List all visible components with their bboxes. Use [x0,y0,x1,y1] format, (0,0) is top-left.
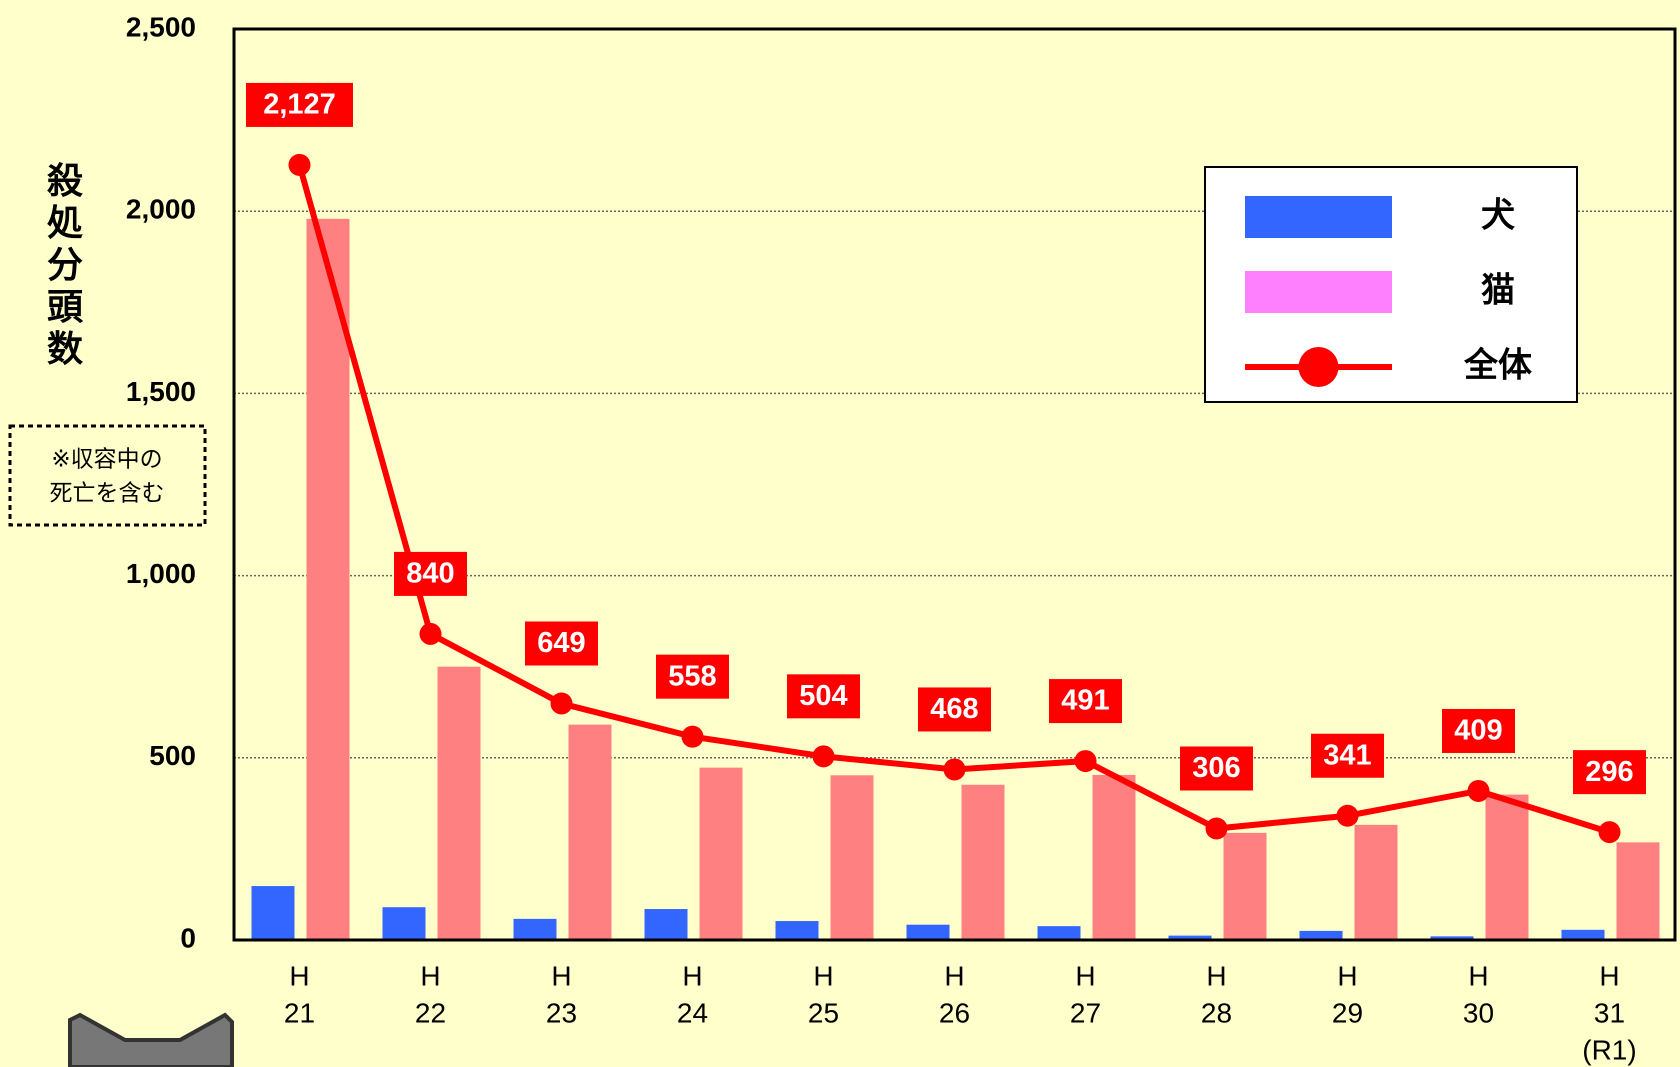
x-tick-label: 22 [415,997,446,1028]
bar [1562,930,1605,940]
point [813,745,835,767]
value-label: 306 [1192,752,1240,784]
y-axis-label-char: 数 [47,329,83,370]
bar [1038,926,1081,940]
y-tick-label: 1,500 [126,376,196,407]
cat-illustration [70,1015,232,1067]
value-label: 840 [406,558,454,590]
point [1599,821,1621,843]
x-tick-label: 23 [546,997,577,1028]
note-line: 死亡を含む [50,481,165,507]
y-axis-label-char: 処 [47,203,83,244]
point [289,154,311,176]
y-tick-label: 500 [149,740,196,771]
x-tick-label: 25 [808,997,839,1028]
bar [907,925,950,940]
legend-label: 全体 [1463,346,1532,386]
y-tick-label: 1,000 [126,558,196,589]
bar [569,725,612,940]
value-label: 468 [930,693,978,725]
point [551,693,573,715]
point [420,623,442,645]
bar [252,886,295,940]
bar [700,768,743,940]
y-tick-label: 2,500 [126,11,196,42]
point [944,758,966,780]
bar [1355,825,1398,940]
legend-swatch [1245,196,1392,238]
point [1337,805,1359,827]
x-tick-label: H [944,960,964,991]
x-tick-label: H [813,960,833,991]
x-tick-label: 27 [1070,997,1101,1028]
x-tick-label: H [551,960,571,991]
x-tick-label: 24 [677,997,708,1028]
x-tick-label: 30 [1463,997,1494,1028]
bar [1486,795,1529,940]
bar [645,909,688,940]
point [1206,817,1228,839]
value-label: 504 [799,680,847,712]
x-tick-label: 21 [284,997,315,1028]
legend-label: 猫 [1481,271,1515,311]
bar [776,921,819,940]
legend-swatch [1245,271,1392,313]
value-label: 341 [1323,739,1371,771]
y-axis-label-char: 頭 [47,287,84,328]
note-box [10,426,205,525]
x-tick-label: 28 [1201,997,1232,1028]
value-label: 491 [1061,685,1109,717]
x-tick-label: H [1075,960,1095,991]
y-axis-label-char: 殺 [47,161,83,202]
y-tick-label: 0 [180,922,196,953]
bar [438,667,481,940]
x-tick-label: H [289,960,309,991]
legend-marker [1299,347,1339,387]
value-label: 558 [668,660,716,692]
value-label: 649 [537,627,585,659]
y-axis-label-char: 分 [47,245,83,286]
point [1468,780,1490,802]
value-label: 409 [1454,715,1502,747]
x-tick-label: 31 [1594,997,1625,1028]
bar [514,919,557,940]
x-tick-label: H [1468,960,1488,991]
bar [962,785,1005,940]
value-label: 2,127 [263,89,336,121]
bar [831,775,874,940]
y-tick-label: 2,000 [126,194,196,225]
bar [1093,775,1136,940]
bar [1617,842,1660,940]
x-tick-label: (R1) [1582,1034,1636,1065]
chart: 殺処分頭数 ※収容中の 死亡を含む 2,127 840 649 558 504 468 49… [0,0,1680,1067]
note-line: ※収容中の [51,447,162,473]
bar [383,907,426,940]
bar [1224,833,1267,940]
x-tick-label: 29 [1332,997,1363,1028]
x-tick-label: H [420,960,440,991]
x-tick-label: 26 [939,997,970,1028]
point [1075,750,1097,772]
x-tick-label: H [1337,960,1357,991]
x-tick-label: H [1206,960,1226,991]
value-label: 296 [1585,756,1633,788]
legend-label: 犬 [1481,196,1515,236]
x-tick-label: H [682,960,702,991]
x-tick-label: H [1599,960,1619,991]
point [682,726,704,748]
